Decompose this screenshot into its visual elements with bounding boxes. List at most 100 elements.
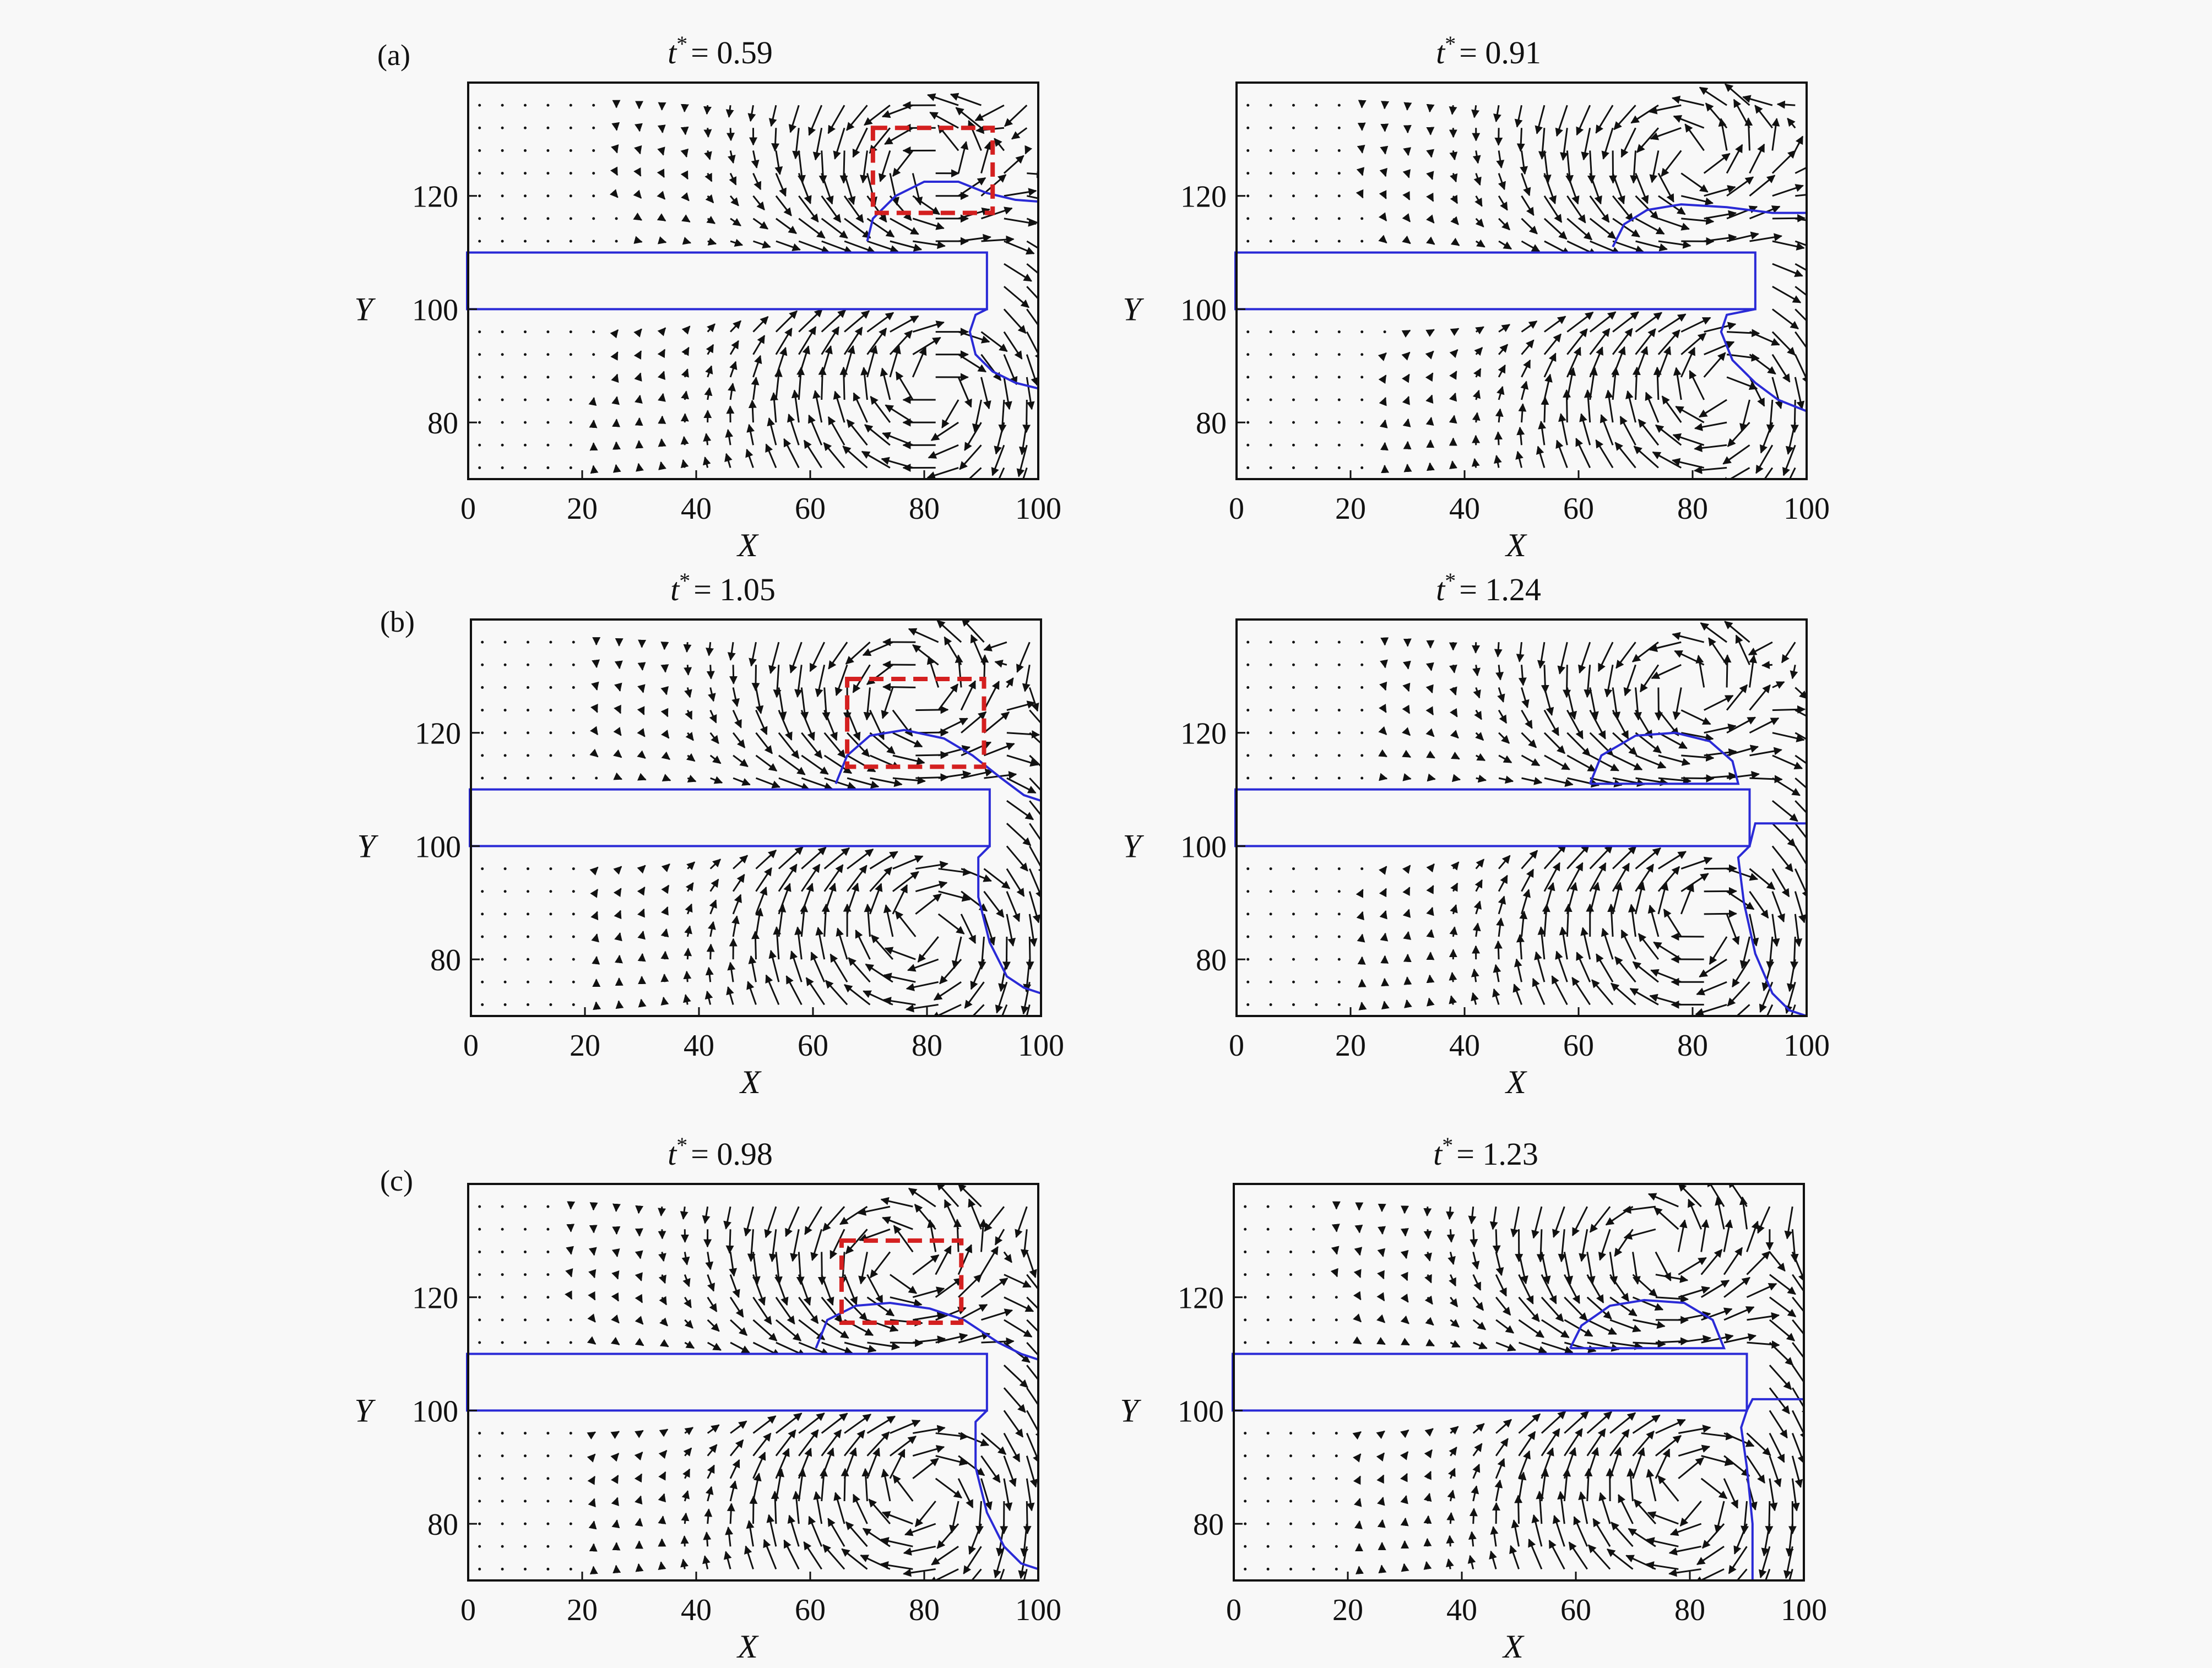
y-tick-label: 80: [1196, 406, 1227, 441]
vector-arrow: [791, 389, 800, 423]
vector-arrow: [1006, 914, 1016, 947]
vector-arrow: [929, 111, 959, 129]
vector-arrow: [755, 867, 772, 892]
vector-arrow: [728, 382, 736, 400]
vector-dot: [1315, 353, 1318, 356]
panel-labels: (a) (b) (c): [377, 39, 415, 1197]
vector-dot: [501, 1522, 504, 1525]
vector-arrow: [775, 195, 792, 216]
vector-dot: [546, 149, 550, 152]
y-axis-label: Y: [357, 828, 378, 864]
vector-dot: [1289, 1250, 1292, 1253]
vector-arrow: [1450, 173, 1458, 183]
vector-dot: [501, 330, 504, 334]
vector-arrow: [1022, 399, 1031, 433]
vector-arrow: [869, 732, 896, 754]
vector-dot: [478, 1545, 481, 1548]
vector-arrow: [1604, 389, 1614, 423]
vector-arrow: [1426, 192, 1434, 202]
vector-dot: [1246, 776, 1250, 780]
vector-arrow: [968, 119, 982, 151]
vector-arrow: [1378, 749, 1387, 758]
vector-arrow: [1612, 687, 1621, 721]
vector-dot: [1292, 912, 1295, 916]
vector-dot: [572, 935, 575, 938]
vector-dot: [592, 126, 595, 129]
vector-arrow: [1016, 642, 1031, 673]
vector-dot: [1315, 466, 1318, 469]
vector-arrow: [1589, 346, 1603, 378]
vector-arrow: [634, 145, 642, 155]
vector-arrow: [892, 732, 923, 748]
vector-arrow: [752, 195, 765, 211]
vector-dot: [1315, 104, 1318, 107]
x-tick-label: 20: [1335, 492, 1366, 526]
vector-arrow: [1566, 844, 1590, 870]
vector-dot: [595, 776, 598, 780]
vector-arrow: [1765, 1501, 1774, 1535]
vector-arrow: [1521, 776, 1543, 785]
vector-arrow: [755, 754, 778, 772]
vector-dot: [569, 1522, 572, 1525]
vector-arrow: [1470, 1229, 1478, 1248]
vector-arrow: [733, 754, 749, 768]
vector-arrow: [684, 687, 692, 698]
vector-arrow: [705, 365, 713, 378]
vector-dot: [546, 172, 550, 175]
vector-arrow: [1658, 754, 1691, 766]
vector-arrow: [800, 882, 814, 915]
vector-dot: [1315, 776, 1318, 780]
vector-arrow: [612, 1564, 621, 1574]
solid-plate: [469, 788, 991, 847]
vector-arrow: [765, 443, 777, 469]
x-axis-label: X: [1505, 1064, 1527, 1100]
vector-arrow: [798, 326, 817, 355]
vector-arrow: [1002, 936, 1011, 970]
vector-arrow: [1704, 233, 1737, 242]
vector-arrow: [1625, 390, 1636, 423]
vector-dot: [569, 353, 572, 356]
vector-dot: [1266, 1273, 1270, 1276]
vector-dot: [1246, 867, 1250, 871]
vector-arrow: [1425, 706, 1434, 716]
vector-arrow: [1589, 367, 1598, 400]
vector-arrow: [1475, 239, 1485, 248]
vector-arrow: [1749, 175, 1776, 197]
vector-arrow: [827, 416, 845, 446]
vector-arrow: [1587, 150, 1596, 184]
vector-arrow: [768, 642, 780, 674]
vector-dot: [527, 709, 529, 712]
vector-dot: [1266, 1250, 1270, 1253]
vector-arrow: [957, 377, 972, 408]
vector-arrow: [590, 703, 598, 713]
vector-arrow: [983, 681, 1000, 711]
vector-dot: [572, 867, 575, 871]
vector-arrow: [937, 913, 965, 934]
vector-arrow: [1521, 868, 1535, 892]
vector-arrow: [798, 308, 823, 333]
vector-dot: [1269, 640, 1272, 644]
vector-arrow: [785, 975, 803, 1006]
vector-arrow: [1514, 105, 1523, 128]
vector-arrow: [1596, 953, 1614, 983]
vector-arrow: [1794, 377, 1805, 410]
vector-arrow: [938, 868, 972, 876]
vector-arrow: [703, 1531, 712, 1547]
vector-arrow: [755, 687, 764, 714]
vector-dot: [1289, 1318, 1292, 1322]
vector-arrow: [1004, 240, 1035, 255]
vector-dot: [501, 466, 504, 469]
vector-arrow: [657, 371, 666, 380]
vector-arrow: [683, 970, 692, 982]
vector-dot: [1246, 149, 1250, 152]
vector-dot: [1337, 240, 1341, 243]
vector-arrow: [1657, 172, 1674, 203]
vector-arrow: [1473, 173, 1482, 186]
vector-arrow: [778, 846, 804, 870]
vector-dot: [1269, 958, 1272, 961]
solid-plate: [1232, 1352, 1748, 1412]
vector-arrow: [1634, 687, 1642, 721]
vector-arrow: [1612, 240, 1645, 253]
vector-arrow: [589, 866, 599, 876]
